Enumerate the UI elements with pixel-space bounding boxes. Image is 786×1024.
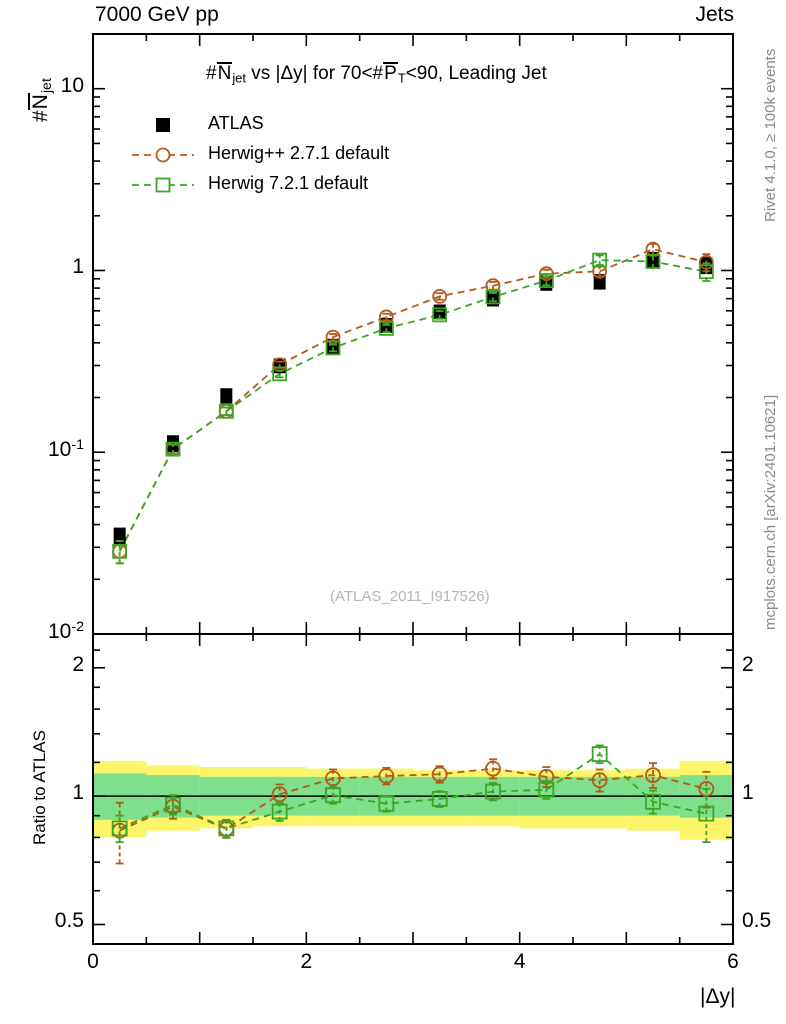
ratio-point-herwigpp xyxy=(698,780,715,797)
ratio-point-herwigpp xyxy=(485,760,501,777)
title-hash2: # xyxy=(372,63,384,84)
ratio-point-herwigpp xyxy=(645,767,661,784)
ratio-ytick-label-left: 0.5 xyxy=(54,909,84,933)
ratio-point-herwig7 xyxy=(218,820,235,837)
ratio-point-herwigpp xyxy=(325,770,341,787)
ratio-point-herwigpp xyxy=(591,772,608,789)
ratio-ytick-label-left: 2 xyxy=(72,652,84,676)
main-ytick-label-text: 1 xyxy=(72,255,84,279)
title-hash1: # xyxy=(206,63,217,84)
legend-marker-filled-square xyxy=(156,118,170,132)
data-point-herwig7 xyxy=(272,366,288,382)
main-panel-frame xyxy=(92,33,734,635)
ratio-line-herwigpp xyxy=(119,767,707,832)
main-plot-title: #Njet vs |Δy| for 70<#PT<90, Leading Jet xyxy=(206,62,547,86)
data-point-herwig7 xyxy=(218,403,234,419)
ratio-ytick-label-left: 1 xyxy=(72,781,84,805)
main-ytick-label: 1 xyxy=(0,255,84,279)
ratio-point-herwig7 xyxy=(538,781,555,798)
legend-marker-open-circle xyxy=(132,147,194,163)
data-point-herwig7 xyxy=(485,289,501,305)
ratio-ytick-label-right: 0.5 xyxy=(742,909,772,933)
legend-label: ATLAS xyxy=(208,113,264,133)
dataset-watermark: (ATLAS_2011_I917526) xyxy=(330,588,490,605)
header-right: Jets xyxy=(695,3,734,26)
main-ytick-label-text: 10 xyxy=(47,620,72,644)
title-nbar: N xyxy=(216,62,233,84)
x-tick-label: 2 xyxy=(300,950,313,973)
ratio-point-herwig7 xyxy=(485,783,501,800)
data-point-herwigpp xyxy=(325,329,341,345)
series-line-herwigpp xyxy=(118,248,707,552)
x-tick-label: 0 xyxy=(87,950,99,973)
legend-label: Herwig++ 2.7.1 default xyxy=(208,143,390,163)
ratio-point-herwig7 xyxy=(431,791,448,807)
title-nsub: jet xyxy=(232,70,246,86)
main-ytick-label-text: 10 xyxy=(47,438,72,462)
ratio-point-herwig7 xyxy=(591,746,608,762)
x-tick-label: 6 xyxy=(727,950,739,973)
data-point-atlas xyxy=(113,527,126,546)
ratio-line-herwig7 xyxy=(119,752,707,830)
title-psub: T xyxy=(397,70,406,86)
ratio-point-herwig7 xyxy=(378,795,395,812)
ratio-ytick-label-right: 1 xyxy=(742,781,754,805)
data-point-herwigpp xyxy=(378,309,394,325)
ratio-point-herwig7 xyxy=(645,793,661,810)
data-point-herwig7 xyxy=(165,441,181,457)
main-ytick-label-exp: -1 xyxy=(71,437,84,454)
data-point-herwigpp xyxy=(698,254,714,270)
data-point-herwigpp xyxy=(432,289,448,304)
header-left: 7000 GeV pp xyxy=(95,3,219,26)
legend-marker-open-square xyxy=(132,177,194,193)
data-point-herwig7 xyxy=(592,252,608,268)
title-tail: <90, Leading Jet xyxy=(405,63,547,84)
main-ytick-label-text: 10 xyxy=(60,73,84,97)
legend-label: Herwig 7.2.1 default xyxy=(208,173,369,193)
series-line-herwig7 xyxy=(118,259,707,552)
data-point-herwig7 xyxy=(645,254,661,269)
data-point-herwig7 xyxy=(112,543,128,559)
ratio-point-herwig7 xyxy=(271,803,288,820)
ratio-point-herwig7 xyxy=(325,787,341,804)
main-ytick-label-exp: -2 xyxy=(71,619,84,635)
data-point-herwig7 xyxy=(432,307,448,323)
title-mid: vs |Δy| for 70< xyxy=(245,63,373,84)
ratio-point-herwig7 xyxy=(698,805,715,822)
data-point-herwig7 xyxy=(325,340,341,356)
ratio-point-herwigpp xyxy=(378,768,395,784)
xaxis-label: |Δy| xyxy=(700,985,736,1008)
x-tick-label: 4 xyxy=(513,950,526,973)
data-point-herwig7 xyxy=(538,273,554,288)
data-point-atlas xyxy=(220,388,233,404)
ratio-point-herwigpp xyxy=(431,766,448,783)
main-ytick-label: 10 xyxy=(0,74,84,98)
ratio-ytick-label-right: 2 xyxy=(742,652,754,676)
data-point-herwig7 xyxy=(378,321,394,336)
data-point-herwig7 xyxy=(698,264,714,280)
ratio-point-herwig7 xyxy=(165,796,181,813)
title-pbar: P xyxy=(383,62,398,84)
main-ytick-label: 10-2 xyxy=(0,619,84,644)
ratio-point-herwig7 xyxy=(111,820,128,837)
main-ytick-label: 10-1 xyxy=(0,437,84,462)
data-point-atlas xyxy=(167,435,179,453)
ratio-point-herwigpp xyxy=(271,786,288,803)
